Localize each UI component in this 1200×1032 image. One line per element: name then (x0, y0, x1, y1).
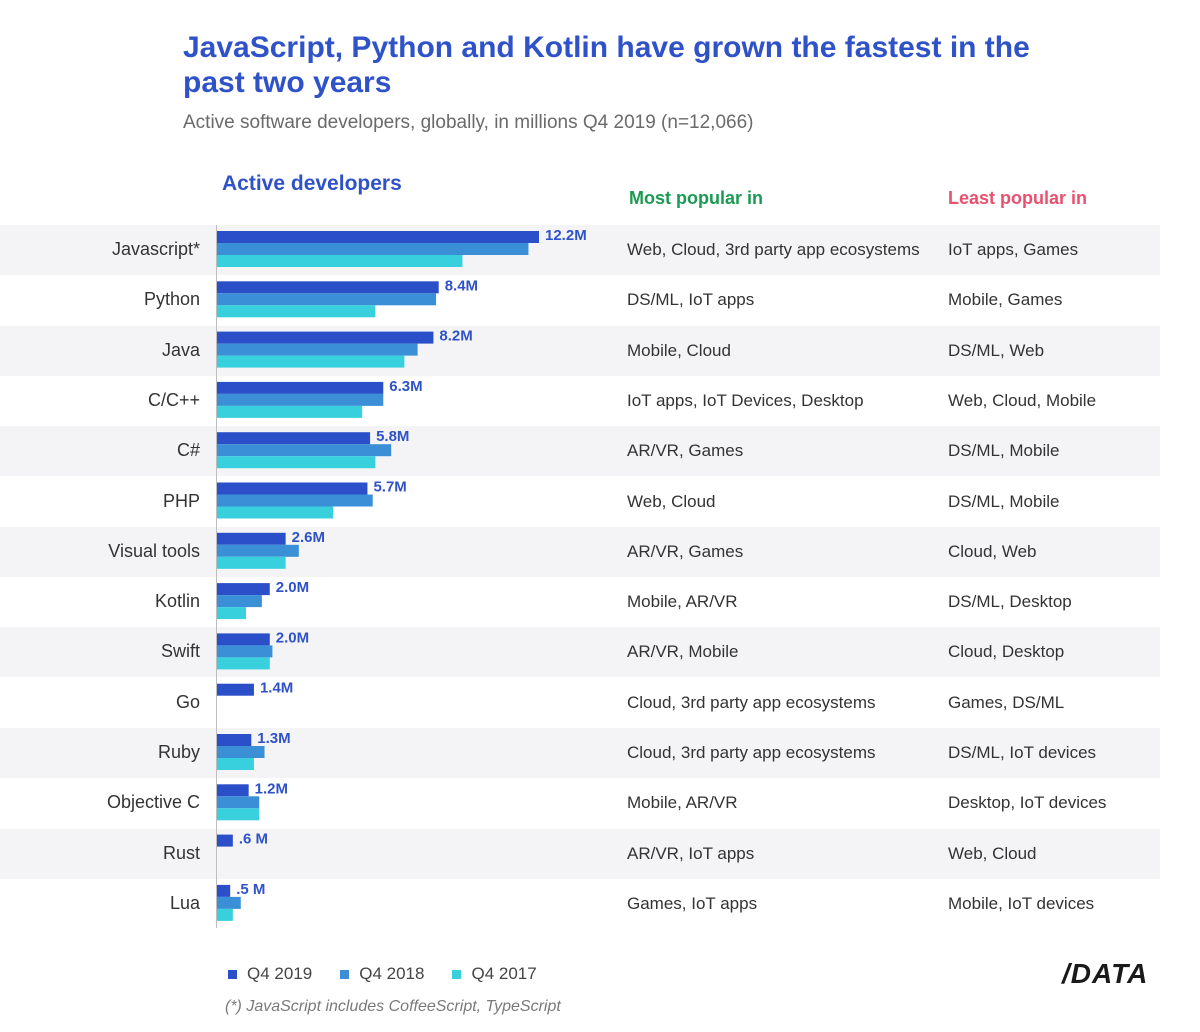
least-popular-cell: DS/ML, IoT devices (948, 743, 1097, 762)
table-row: C# AR/VR, Games DS/ML, Mobile (0, 426, 1160, 477)
language-label: Swift (160, 641, 200, 662)
table-row: C/C++ IoT apps, IoT Devices, Desktop Web, … (0, 376, 1160, 426)
y-axis-line (216, 225, 217, 928)
table-row: Visual tools AR/VR, Games Cloud, Web (0, 526, 1160, 577)
table-row: Ruby Cloud, 3rd party app ecosystems DS/ML… (0, 728, 1160, 778)
most-popular-header: Most popular in (629, 188, 763, 208)
least-popular-cell: IoT apps, Games (948, 240, 1079, 259)
most-popular-cell: Games, IoT apps (627, 893, 758, 913)
legend-item-q4-2017: Q4 2017 (452, 964, 537, 984)
table-row: Objective C Mobile, AR/VR Desktop, IoT dev… (0, 778, 1160, 828)
least-popular-cell: Cloud, Desktop (948, 642, 1065, 662)
legend-label-q4-2019: Q4 2019 (247, 964, 313, 983)
least-popular-cell: DS/ML, Web (948, 340, 1045, 360)
table-row: Lua Games, IoT apps Mobile, IoT devices (0, 879, 1160, 929)
language-label: PHP (162, 490, 200, 511)
most-popular-cell: Mobile, Cloud (627, 340, 731, 360)
least-popular-cell: Mobile, Games (948, 290, 1063, 310)
table-row: Java Mobile, Cloud DS/ML, Web (0, 325, 1160, 376)
least-popular-cell: Cloud, Web (948, 541, 1037, 561)
chart-subtitle: Active software developers, globally, in… (183, 112, 754, 133)
footnote: (*) JavaScript includes CoffeeScript, Ty… (225, 998, 561, 1015)
table-row: Kotlin Mobile, AR/VR DS/ML, Desktop (0, 577, 1160, 627)
least-popular-cell: DS/ML, Mobile (948, 491, 1060, 511)
language-label: Kotlin (154, 591, 200, 612)
most-popular-cell: Cloud, 3rd party app ecosystems (627, 692, 876, 712)
language-label: C/C++ (147, 389, 200, 410)
most-popular-cell: Web, Cloud (627, 491, 716, 511)
table-row: Swift AR/VR, Mobile Cloud, Desktop (0, 627, 1160, 678)
language-label: Python (143, 289, 200, 310)
language-label: Lua (169, 892, 200, 913)
least-popular-cell: Desktop, IoT devices (948, 793, 1107, 813)
language-label: Rust (162, 842, 200, 863)
table-row: Javascript* Web, Cloud, 3rd party app eco… (0, 225, 1160, 275)
active-developers-header: Active developers (222, 172, 402, 195)
legend-swatch-q4-2019 (228, 969, 237, 979)
least-popular-cell: Web, Cloud, Mobile (948, 390, 1097, 410)
table-row: Go Cloud, 3rd party app ecosystems Games, … (0, 678, 1160, 728)
most-popular-cell: Mobile, AR/VR (627, 592, 738, 612)
least-popular-cell: DS/ML, Desktop (948, 592, 1072, 612)
legend-swatch-q4-2018 (340, 969, 350, 979)
language-label: Visual tools (108, 540, 200, 561)
legend-label-q4-2018: Q4 2018 (359, 964, 425, 983)
language-label: Java (161, 339, 200, 360)
language-label: Ruby (157, 742, 200, 762)
most-popular-cell: AR/VR, Mobile (627, 642, 739, 662)
slashdata-logo: /DATA (1062, 958, 1149, 989)
most-popular-cell: IoT apps, IoT Devices, Desktop (627, 390, 864, 410)
language-label: Objective C (106, 792, 200, 813)
most-popular-cell: AR/VR, IoT apps (627, 843, 755, 863)
legend-item-q4-2018: Q4 2018 (340, 964, 424, 984)
language-label: Javascript* (111, 239, 200, 259)
least-popular-cell: Games, DS/ML (948, 692, 1065, 712)
language-label: Go (175, 691, 200, 712)
least-popular-cell: DS/ML, Mobile (948, 441, 1060, 461)
table-row: Python DS/ML, IoT apps Mobile, Games (0, 275, 1160, 325)
legend-swatch-q4-2017 (452, 969, 462, 979)
most-popular-cell: Web, Cloud, 3rd party app ecosystems (627, 240, 920, 259)
least-popular-cell: Web, Cloud (948, 843, 1037, 863)
table-row: PHP Web, Cloud DS/ML, Mobile (0, 477, 1160, 527)
language-label: C# (176, 440, 200, 461)
legend: Q4 2019 Q4 2018 Q4 2017 (228, 964, 537, 984)
legend-item-q4-2019: Q4 2019 (228, 964, 312, 984)
most-popular-cell: AR/VR, Games (627, 541, 744, 561)
most-popular-cell: Mobile, AR/VR (627, 793, 738, 813)
most-popular-cell: Cloud, 3rd party app ecosystems (627, 743, 876, 762)
least-popular-header: Least popular in (948, 188, 1088, 208)
least-popular-cell: Mobile, IoT devices (948, 893, 1095, 913)
table-row: Rust AR/VR, IoT apps Web, Cloud (0, 828, 1160, 879)
most-popular-cell: DS/ML, IoT apps (627, 290, 755, 310)
legend-label-q4-2017: Q4 2017 (471, 964, 537, 983)
most-popular-cell: AR/VR, Games (627, 441, 744, 461)
chart-title: JavaScript, Python and Kotlin have grown… (183, 31, 1030, 99)
